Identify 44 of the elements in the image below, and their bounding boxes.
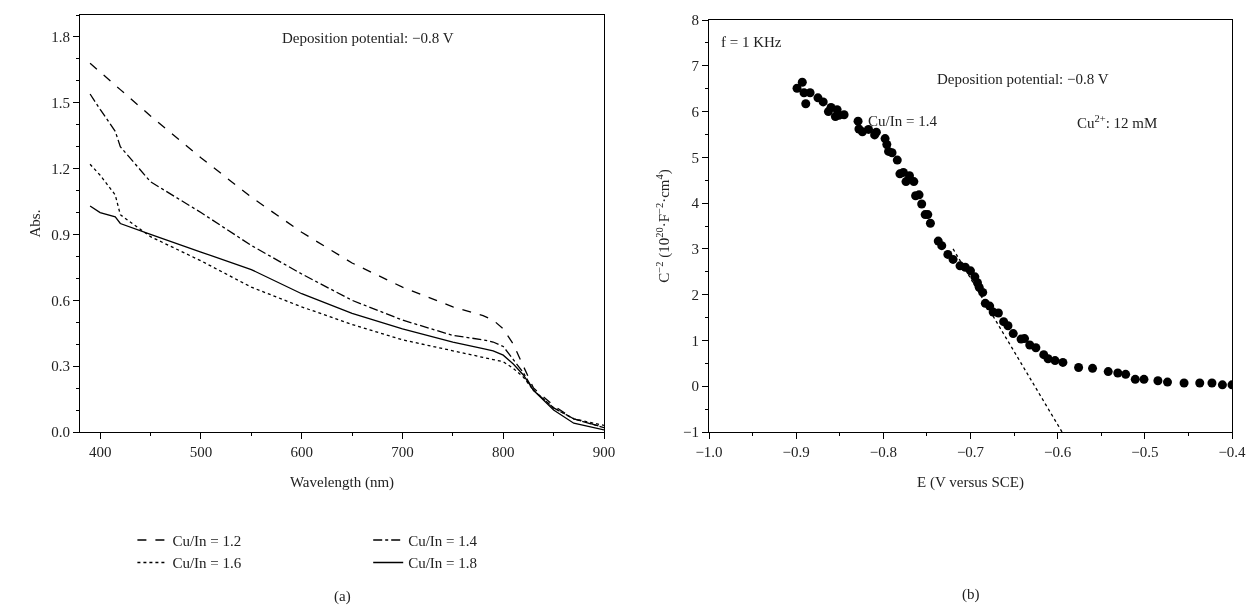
- legend-label: Cu/In = 1.8: [408, 555, 478, 572]
- annotation: Cu$^{2+}$: 12 mM: [1077, 113, 1158, 132]
- y-tick-label: 1.8: [51, 29, 70, 46]
- legend-label: Cu/In = 1.2: [172, 532, 242, 549]
- y-tick-label: 0.0: [51, 424, 70, 441]
- x-tick-label: −0.6: [1044, 444, 1072, 460]
- annotation: Deposition potential: −0.8 V: [937, 71, 1109, 87]
- y-tick-label: 0.9: [51, 226, 70, 243]
- x-tick-label: 600: [290, 444, 313, 460]
- x-axis-title: E (V versus SCE): [917, 474, 1024, 491]
- x-tick-label: 400: [88, 444, 112, 460]
- y-tick-label: 1.5: [51, 95, 70, 112]
- y-tick-label: 1: [691, 332, 699, 349]
- text: (b): [962, 586, 980, 603]
- y-tick-label: 4: [691, 195, 700, 212]
- y-tick-label: 0: [691, 378, 699, 395]
- y-tick-label: 6: [691, 103, 700, 120]
- annotation: Cu/In = 1.4: [868, 113, 938, 129]
- annotation: f = 1 KHz: [721, 34, 782, 50]
- annotation: Deposition potential: −0.8 V: [282, 30, 454, 46]
- x-tick-label: −0.8: [869, 444, 897, 460]
- x-tick-label: 500: [189, 444, 213, 460]
- x-tick-label: 800: [491, 444, 515, 460]
- y-tick-label: 0.6: [51, 292, 71, 309]
- y-tick-label: 1.2: [51, 160, 70, 177]
- text: (a): [334, 588, 351, 605]
- y-axis-title: Abs.: [27, 209, 43, 238]
- x-tick-label: 700: [391, 444, 414, 460]
- legend-label: Cu/In = 1.6: [172, 555, 242, 572]
- x-axis-title: Wavelength (nm): [289, 474, 395, 491]
- x-tick-label: −1.0: [695, 444, 723, 460]
- x-tick-label: −0.9: [782, 444, 810, 460]
- y-tick-label: 8: [691, 12, 699, 29]
- x-tick-label: −0.4: [1218, 444, 1247, 460]
- y-tick-label: 2: [691, 286, 699, 303]
- x-tick-label: −0.7: [956, 444, 985, 460]
- y-tick-label: 3: [691, 241, 699, 258]
- y-tick-label: 5: [691, 149, 699, 166]
- legend-label: Cu/In = 1.4: [408, 532, 478, 549]
- y-tick-label: 7: [691, 58, 700, 75]
- y-tick-label: 0.3: [51, 358, 70, 375]
- x-tick-label: −0.5: [1131, 444, 1159, 460]
- y-tick-label: −1: [683, 424, 699, 441]
- x-tick-label: 900: [592, 444, 616, 460]
